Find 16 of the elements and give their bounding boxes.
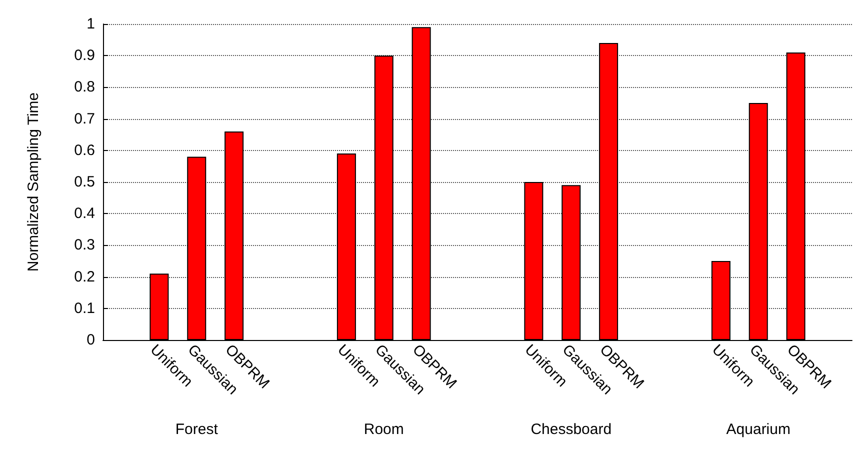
y-tick-label: 0.5 (74, 174, 95, 190)
y-tick-label: 0.3 (74, 236, 95, 254)
y-tick-label: 0.7 (74, 110, 95, 128)
y-tick-label: 0.8 (74, 78, 95, 96)
x-tick-label: Room (364, 421, 404, 438)
y-tick-label: 0.9 (74, 47, 95, 64)
y-tick-label: 0.1 (74, 300, 95, 317)
x-tick-label: Aquarium (726, 421, 790, 438)
y-axis-title: Normalized Sampling Time (25, 92, 42, 272)
y-tick-label: 0.2 (74, 268, 95, 286)
y-tick-label: 0.6 (74, 142, 95, 159)
x-tick-label: Chessboard (530, 421, 612, 438)
y-tick-label: 0.4 (74, 205, 95, 222)
y-tick-label: 0 (86, 332, 95, 348)
y-tick-label: 1 (86, 16, 95, 32)
x-tick-label: Forest (175, 421, 219, 438)
